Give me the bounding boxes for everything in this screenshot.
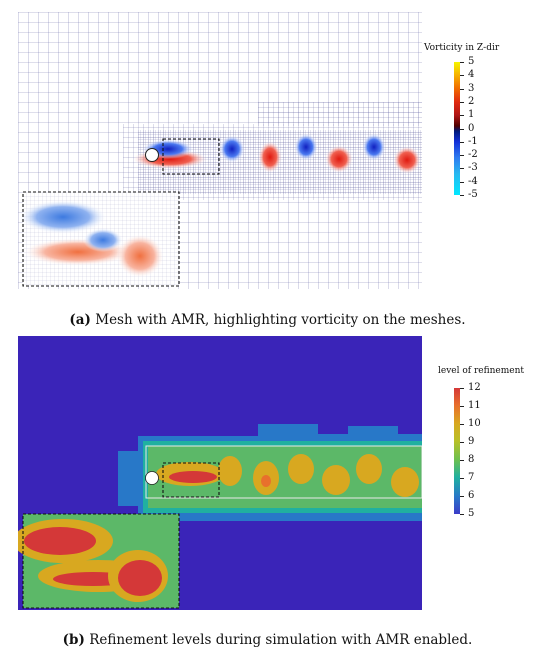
colorbar-a-tick-label: -5 [468,189,478,200]
colorbar-a-tick-mark [460,181,464,183]
wake-refinement [156,454,419,497]
colorbar-a [454,62,460,195]
zoom-inset [19,191,180,287]
colorbar-b-tick-mark [460,460,464,461]
refinement-level-plot [18,336,422,610]
colorbar-b-tick-label: 5 [468,508,475,519]
colorbar-a-tick-mark [460,168,464,170]
colorbar-a-tick-label: 2 [468,95,475,107]
colorbar-b-tick-label: 7 [468,472,475,483]
colorbar-b-tick-label: 6 [468,490,475,501]
caption-b: (b) Refinement levels during simulation … [0,632,535,648]
caption-b-text: Refinement levels during simulation with… [89,632,473,648]
colorbar-a-tick-label: -3 [468,162,478,174]
colorbar-b-tick-label: 10 [468,418,481,429]
cylinder [145,148,159,162]
zoom-inset-b [18,513,180,609]
colorbar-b-tick-label: 8 [468,454,475,465]
colorbar-b-tick-mark [460,514,464,515]
colorbar-a-tick-mark [460,75,464,77]
vorticity-mesh-plot [18,12,422,289]
colorbar-a-tick-label: 0 [468,122,475,134]
caption-a-label: (a) [69,312,91,328]
colorbar-b-tick-mark [460,496,464,497]
colorbar-a-tick-label: 5 [468,56,475,67]
colorbar-a-tick-mark [460,115,464,117]
colorbar-b-tick-mark [460,478,464,479]
colorbar-a-tick-label: -4 [468,175,478,187]
colorbar-a-tick-label: 1 [468,109,475,121]
colorbar-a-tick-mark [460,62,464,63]
colorbar-a-tick-mark [460,155,464,157]
colorbar-b-tick-mark [460,406,464,407]
colorbar-a-tick-label: -2 [468,149,478,161]
colorbar-a-tick-label: 3 [468,82,475,94]
colorbar-a-tick-label: -1 [468,135,478,147]
colorbar-b-tick-label: 9 [468,436,475,447]
caption-a-text: Mesh with AMR, highlighting vorticity on… [95,312,466,328]
cylinder-b [145,471,159,485]
colorbar-b [454,388,460,514]
colorbar-a-tick-mark [460,101,464,103]
colorbar-b-tick-mark [460,442,464,443]
zoom-region [162,138,220,175]
colorbar-b-title: level of refinement [438,366,524,376]
colorbar-b-tick-mark [460,388,464,389]
colorbar-b-tick-mark [460,424,464,425]
caption-b-label: (b) [62,632,85,648]
zoom-region-b [162,462,220,498]
colorbar-b-tick-label: 11 [468,400,481,411]
colorbar-a-tick-label: 4 [468,69,475,81]
vortex-street [132,133,421,174]
colorbar-a-tick-mark [460,195,464,196]
colorbar-b-tick-label: 12 [468,382,481,393]
colorbar-a-tick-mark [460,128,464,130]
colorbar-a-title: Vorticity in Z-dir [424,43,500,53]
colorbar-a-tick-mark [460,88,464,90]
caption-a: (a) Mesh with AMR, highlighting vorticit… [0,312,535,328]
colorbar-a-tick-mark [460,141,464,143]
